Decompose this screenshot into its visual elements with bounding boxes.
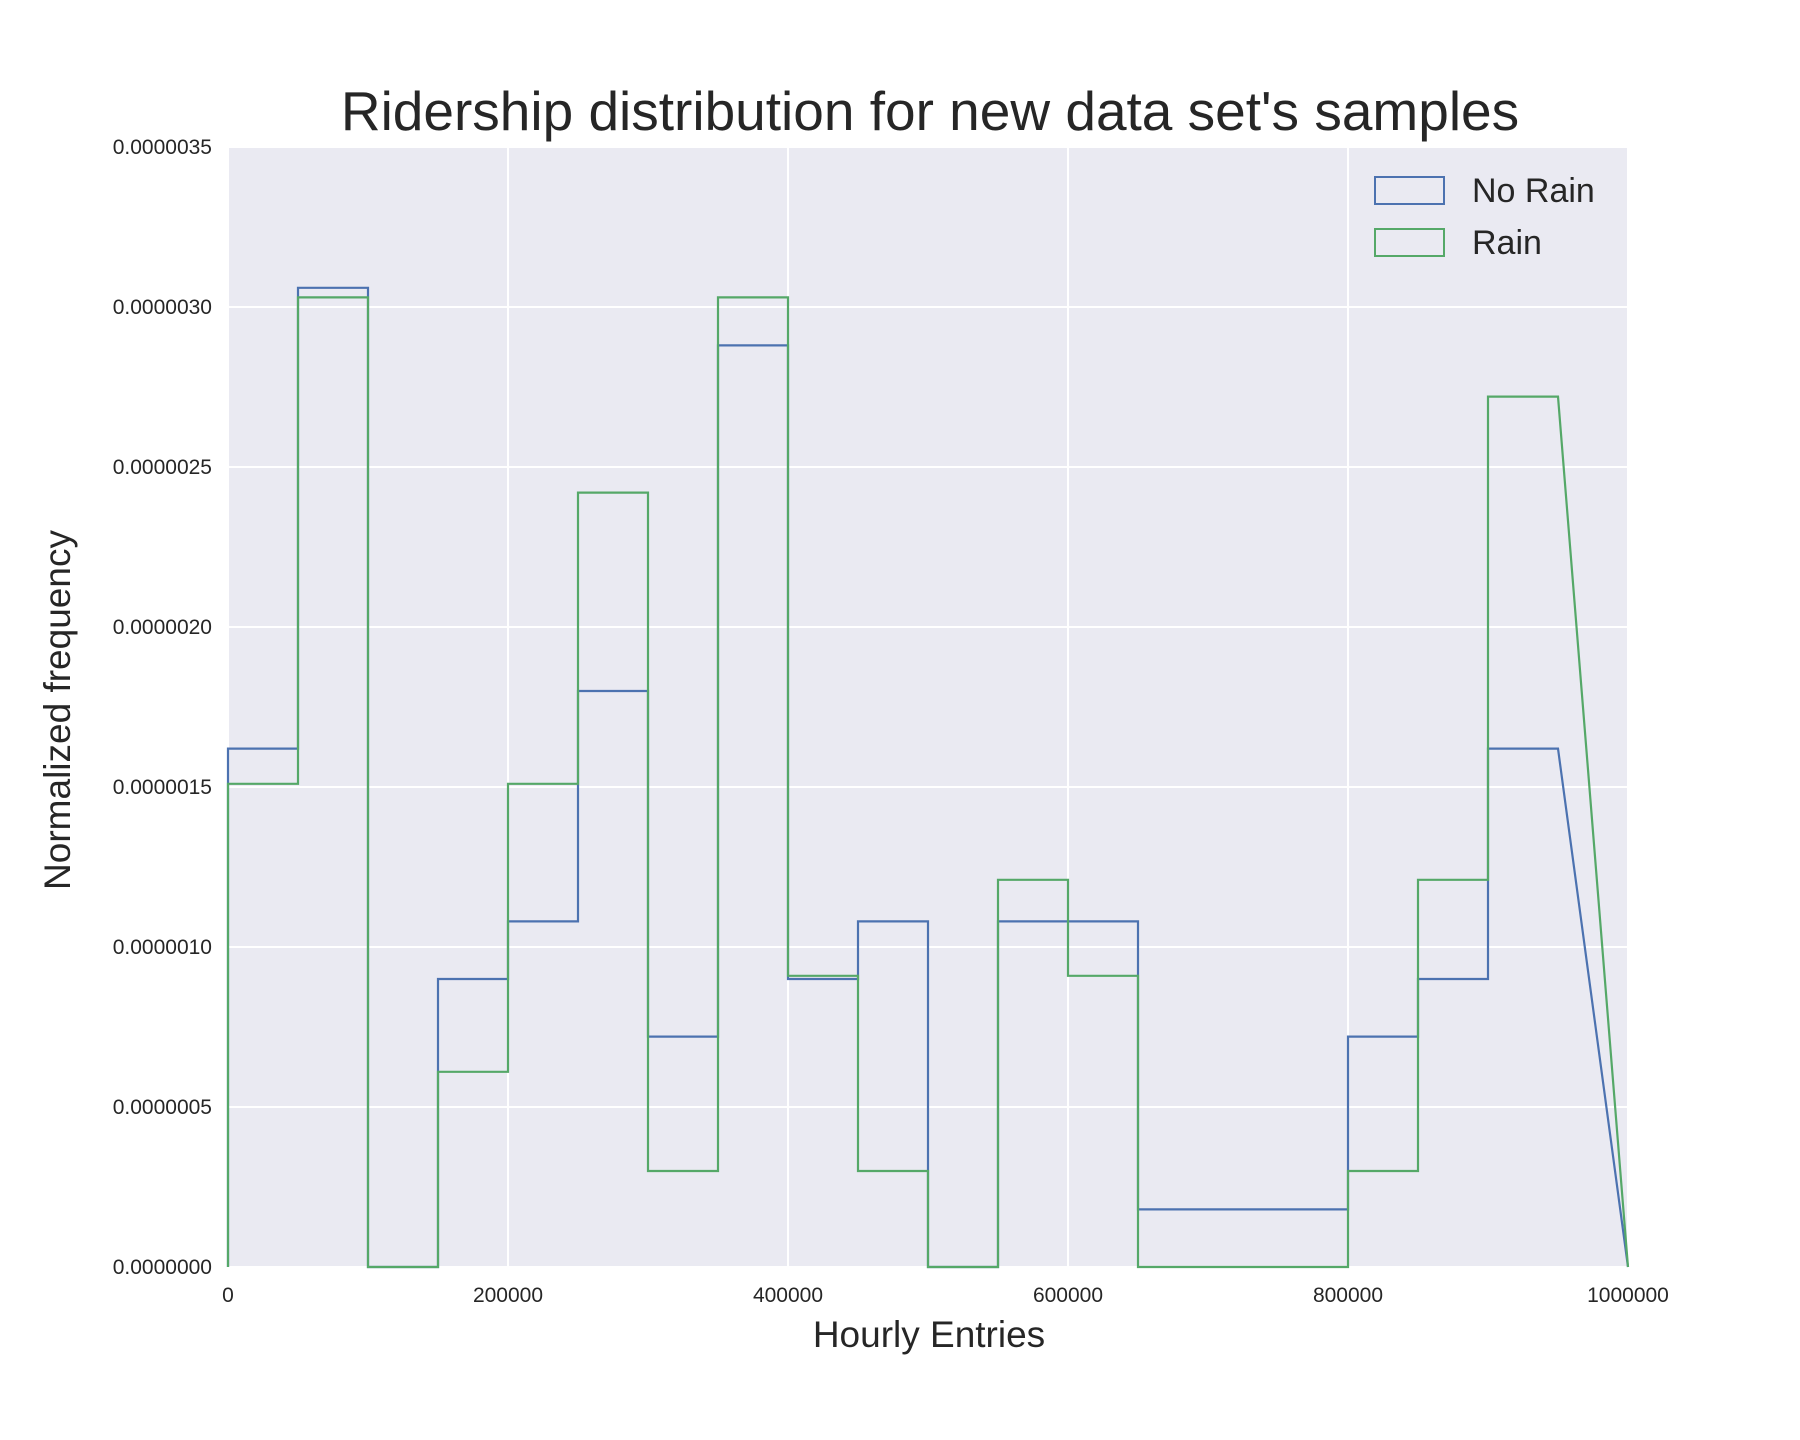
y-tick-label: 0.0000005	[113, 1096, 212, 1119]
x-axis-ticks: 0 200000 400000 600000 800000 1000000	[222, 1284, 1669, 1307]
chart-title: Ridership distribution for new data set'…	[341, 80, 1519, 142]
legend-label-rain: Rain	[1472, 224, 1542, 262]
y-tick-label: 0.0000000	[113, 1256, 212, 1279]
x-tick-label: 1000000	[1587, 1284, 1669, 1307]
x-tick-label: 600000	[1033, 1284, 1103, 1307]
x-tick-label: 0	[222, 1284, 234, 1307]
y-tick-label: 0.0000030	[113, 296, 212, 319]
series-rain	[226, 296, 1630, 1269]
y-axis-ticks: 0.0000000 0.0000005 0.0000010 0.0000015 0.00…	[113, 136, 212, 1279]
x-axis-label: Hourly Entries	[813, 1314, 1045, 1355]
y-tick-label: 0.0000020	[113, 616, 212, 639]
y-axis-label: Normalized frequency	[37, 530, 78, 890]
y-tick-label: 0.0000010	[113, 936, 212, 959]
y-tick-label: 0.0000025	[113, 456, 212, 479]
y-tick-label: 0.0000015	[113, 776, 212, 799]
x-tick-label: 400000	[753, 1284, 823, 1307]
legend-label-no-rain: No Rain	[1472, 172, 1595, 210]
x-tick-label: 800000	[1313, 1284, 1383, 1307]
legend: No Rain Rain	[1374, 172, 1595, 262]
legend-swatch-rain	[1374, 228, 1445, 257]
legend-swatch-no-rain	[1374, 176, 1445, 205]
x-tick-label: 200000	[473, 1284, 543, 1307]
y-tick-label: 0.0000035	[113, 136, 212, 159]
histogram-series	[226, 286, 1630, 1269]
histogram-outline-rain	[226, 296, 1630, 1269]
